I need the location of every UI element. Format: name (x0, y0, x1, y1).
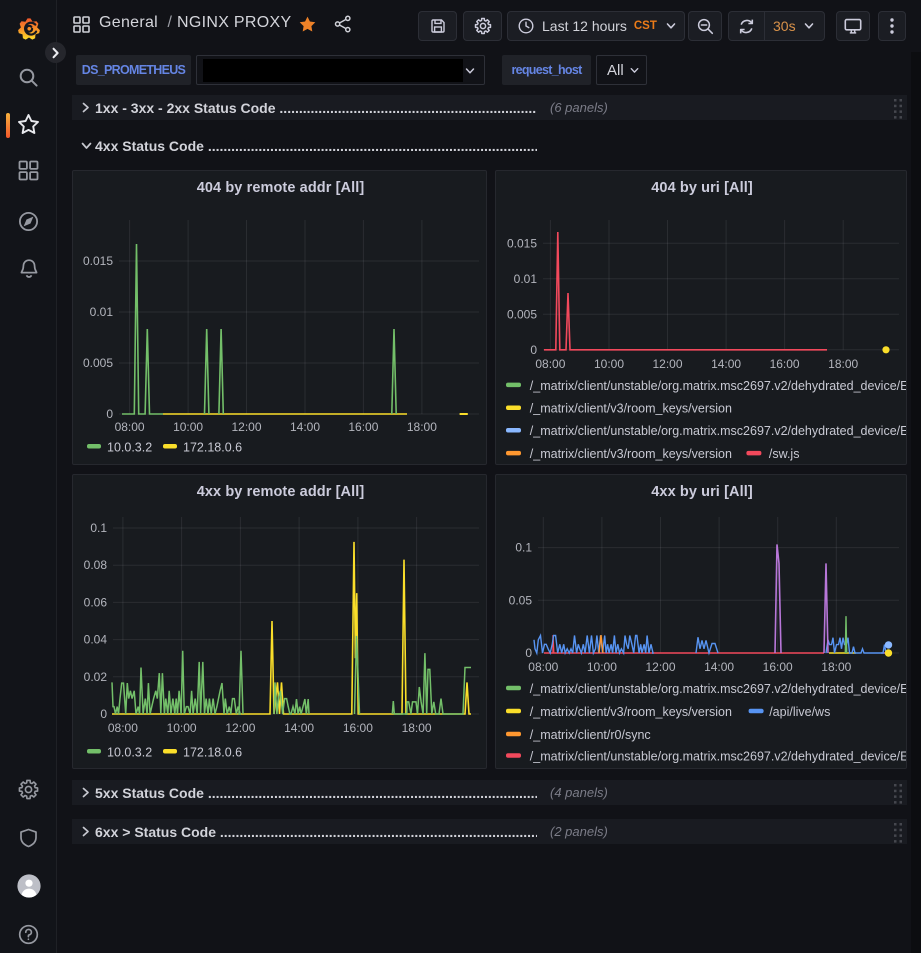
svg-text:10:00: 10:00 (587, 660, 617, 674)
svg-text:10.0.3.2: 10.0.3.2 (107, 441, 152, 455)
svg-text:16:00: 16:00 (343, 721, 373, 735)
svg-text:0.06: 0.06 (84, 595, 108, 609)
svg-text:0: 0 (106, 407, 113, 421)
svg-text:14:00: 14:00 (711, 357, 741, 371)
svg-text:0.015: 0.015 (83, 254, 113, 268)
svg-text:18:00: 18:00 (828, 357, 858, 371)
svg-text:18:00: 18:00 (821, 660, 851, 674)
svg-text:0.005: 0.005 (83, 356, 113, 370)
svg-text:/_matrix/client/unstable/org.m: /_matrix/client/unstable/org.matrix.msc2… (530, 379, 907, 393)
svg-text:08:00: 08:00 (115, 420, 145, 434)
svg-text:18:00: 18:00 (402, 721, 432, 735)
svg-text:0: 0 (525, 646, 532, 660)
svg-text:0.1: 0.1 (90, 521, 107, 535)
svg-text:14:00: 14:00 (704, 660, 734, 674)
svg-text:0.08: 0.08 (84, 558, 108, 572)
svg-text:14:00: 14:00 (290, 420, 320, 434)
svg-text:0.005: 0.005 (507, 307, 537, 321)
svg-text:/_matrix/client/v3/room_keys/v: /_matrix/client/v3/room_keys/version (530, 402, 732, 416)
svg-text:172.18.0.6: 172.18.0.6 (183, 746, 242, 760)
svg-text:12:00: 12:00 (645, 660, 675, 674)
svg-text:10.0.3.2: 10.0.3.2 (107, 746, 152, 760)
svg-text:/_matrix/client/unstable/org.m: /_matrix/client/unstable/org.matrix.msc2… (530, 424, 907, 438)
svg-text:/_matrix/client/unstable/org.m: /_matrix/client/unstable/org.matrix.msc2… (530, 682, 907, 696)
svg-text:0.01: 0.01 (90, 305, 114, 319)
svg-text:08:00: 08:00 (535, 357, 565, 371)
svg-text:0.1: 0.1 (515, 541, 532, 555)
svg-text:0.015: 0.015 (507, 236, 537, 250)
svg-text:0.02: 0.02 (84, 670, 108, 684)
svg-text:08:00: 08:00 (108, 721, 138, 735)
svg-text:0.04: 0.04 (84, 633, 108, 647)
svg-text:/_matrix/client/v3/room_keys/v: /_matrix/client/v3/room_keys/version (530, 705, 732, 719)
svg-text:0.01: 0.01 (514, 272, 538, 286)
svg-text:16:00: 16:00 (348, 420, 378, 434)
svg-text:12:00: 12:00 (225, 721, 255, 735)
svg-text:0: 0 (530, 343, 537, 357)
svg-text:10:00: 10:00 (173, 420, 203, 434)
svg-text:172.18.0.6: 172.18.0.6 (183, 441, 242, 455)
svg-text:/_matrix/client/unstable/org.m: /_matrix/client/unstable/org.matrix.msc2… (530, 750, 907, 764)
svg-text:0.05: 0.05 (509, 593, 533, 607)
svg-text:/sw.js: /sw.js (769, 447, 800, 461)
svg-text:12:00: 12:00 (231, 420, 261, 434)
svg-text:0: 0 (100, 707, 107, 721)
svg-text:10:00: 10:00 (594, 357, 624, 371)
svg-text:10:00: 10:00 (167, 721, 197, 735)
svg-text:/_matrix/client/v3/room_keys/v: /_matrix/client/v3/room_keys/version (530, 447, 732, 461)
svg-text:16:00: 16:00 (770, 357, 800, 371)
svg-text:12:00: 12:00 (652, 357, 682, 371)
svg-text:08:00: 08:00 (528, 660, 558, 674)
svg-text:/_matrix/client/r0/sync: /_matrix/client/r0/sync (530, 728, 651, 742)
svg-text:18:00: 18:00 (407, 420, 437, 434)
svg-text:14:00: 14:00 (284, 721, 314, 735)
svg-text:16:00: 16:00 (763, 660, 793, 674)
svg-text:/api/live/ws: /api/live/ws (769, 705, 830, 719)
